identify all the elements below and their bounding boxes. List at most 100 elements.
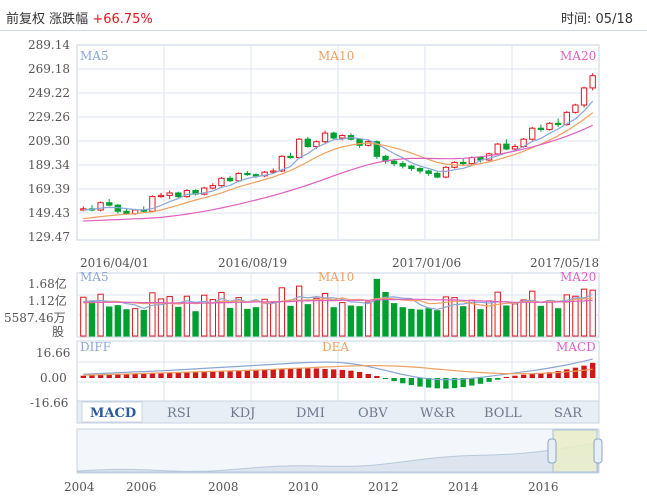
macd-bar <box>244 370 251 378</box>
macd-bar <box>227 370 233 378</box>
price-tick-label: 269.18 <box>28 62 70 76</box>
price-ma20-line <box>83 124 593 222</box>
volume-bar <box>425 308 432 337</box>
macd-bar <box>529 373 535 378</box>
price-ma-lines <box>83 100 594 222</box>
volume-bar <box>278 287 286 337</box>
volume-bar <box>226 307 234 337</box>
volume-unit-label: 股 <box>52 325 64 339</box>
overview-selection[interactable] <box>552 429 598 473</box>
volume-bar <box>537 305 545 337</box>
price-tick-label: 189.34 <box>28 158 70 172</box>
candle-body <box>209 185 216 189</box>
macd-bar <box>590 362 596 378</box>
macd-bar <box>546 372 553 378</box>
volume-bar <box>460 306 467 337</box>
dea-label: DEA <box>322 340 349 354</box>
volume-tick-label: 5587.46万 <box>4 311 66 325</box>
stock-chart[interactable]: 289.14 269.18 249.22 229.26 209.30 189.3… <box>0 31 647 501</box>
macd-bar <box>261 369 268 378</box>
tab-macd[interactable]: MACD <box>90 406 136 421</box>
overview-right-handle[interactable] <box>593 438 603 464</box>
price-tick-label: 149.43 <box>28 206 70 220</box>
overview-year-labels: 2004 2006 2008 2010 2012 2014 2016 <box>64 480 559 494</box>
macd-bar <box>192 371 199 378</box>
volume-bar <box>175 306 182 337</box>
tab-boll[interactable]: BOLL <box>484 406 522 421</box>
volume-bar <box>97 293 104 337</box>
volume-bar <box>149 292 156 337</box>
tab-dmi[interactable]: DMI <box>296 406 325 421</box>
candle-body <box>546 122 553 130</box>
year-label: 2008 <box>208 480 239 494</box>
macd-bar <box>158 372 164 378</box>
macd-bar <box>210 371 216 378</box>
candle-body <box>218 177 225 187</box>
macd-bar <box>305 368 311 378</box>
indicator-tab-list: MACD RSI KDJ DMI OBV W&R BOLL SAR <box>90 406 583 421</box>
candle-body <box>373 141 381 157</box>
header-left: 前复权 涨跌幅 +66.75% <box>6 8 153 27</box>
price-ma10-label: MA10 <box>318 49 354 63</box>
volume-bar <box>235 297 242 337</box>
change-label: 涨跌幅 <box>49 12 89 27</box>
macd-bar <box>132 373 138 378</box>
volume-bar <box>563 294 570 337</box>
volume-bar <box>209 299 216 337</box>
macd-bar <box>425 378 432 388</box>
volume-bar <box>503 305 510 337</box>
overview-left-handle[interactable] <box>547 438 557 464</box>
candle-body <box>330 132 337 139</box>
macd-bar <box>166 372 173 378</box>
volume-bar <box>321 293 329 337</box>
macd-bar <box>477 378 484 384</box>
price-tick-label: 289.14 <box>28 38 70 52</box>
macd-lines <box>83 358 593 381</box>
tab-sar[interactable]: SAR <box>554 406 583 421</box>
indicator-tabs <box>76 400 600 424</box>
macd-tick-label: -16.66 <box>30 396 68 410</box>
volume-ma20-label: MA20 <box>560 270 596 284</box>
volume-ma20-line <box>83 298 593 304</box>
tab-rsi[interactable]: RSI <box>167 406 191 421</box>
tab-kdj[interactable]: KDJ <box>230 406 255 421</box>
macd-bar <box>443 378 449 389</box>
tab-wr[interactable]: W&R <box>420 406 456 421</box>
volume-bar <box>192 311 199 337</box>
volume-bar <box>287 305 294 337</box>
tab-active-bg <box>81 401 143 423</box>
candle-body <box>97 202 104 211</box>
volume-bar <box>408 308 415 337</box>
macd-bar <box>555 370 561 378</box>
price-grid <box>77 45 599 240</box>
volume-bar <box>520 299 527 337</box>
candle-body <box>416 168 424 172</box>
macd-bar <box>451 378 458 389</box>
macd-label: MACD <box>556 340 596 354</box>
candle-body <box>563 111 570 126</box>
macd-bar <box>279 369 285 378</box>
volume-bar <box>589 289 596 337</box>
candle-body <box>183 190 191 198</box>
volume-ma10-label: MA10 <box>318 270 354 284</box>
candle-body <box>399 163 406 167</box>
volume-bar <box>166 296 173 337</box>
macd-bar <box>572 367 579 378</box>
macd-bar <box>270 369 276 378</box>
candle-body <box>157 194 165 198</box>
volume-bar <box>546 300 553 337</box>
tab-obv[interactable]: OBV <box>358 406 388 421</box>
candle-body <box>287 155 294 159</box>
candle-body <box>201 187 208 195</box>
macd-bar <box>322 368 328 378</box>
header-right: 时间: 05/18 <box>561 8 633 27</box>
volume-bar <box>373 278 381 337</box>
candle-body <box>313 141 320 148</box>
date-label: 2016/04/01 <box>80 256 149 270</box>
macd-bar <box>89 375 95 378</box>
volume-bar <box>580 288 588 337</box>
price-tick-label: 209.30 <box>28 134 70 148</box>
volume-bar <box>88 301 96 337</box>
adjust-mode-label[interactable]: 前复权 <box>6 12 46 27</box>
volume-bar <box>416 309 424 337</box>
